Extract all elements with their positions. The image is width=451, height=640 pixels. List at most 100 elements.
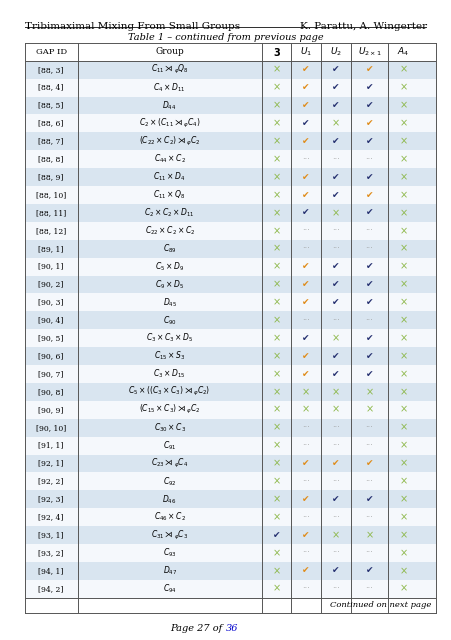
Text: ···: ···: [365, 441, 373, 450]
Text: [88, 5]: [88, 5]: [38, 102, 64, 109]
Text: ×: ×: [398, 280, 406, 289]
Text: $C_{11} \times Q_8$: $C_{11} \times Q_8$: [153, 189, 186, 202]
Text: ✔: ✔: [302, 137, 309, 146]
Text: $C_{93}$: $C_{93}$: [162, 547, 176, 559]
Text: ×: ×: [272, 440, 280, 451]
Text: $C_{31} \rtimes_\varphi C_3$: $C_{31} \rtimes_\varphi C_3$: [151, 529, 188, 541]
Text: ×: ×: [331, 530, 339, 540]
Text: ···: ···: [302, 584, 309, 593]
Bar: [25, 419, 435, 436]
Text: $U_1$: $U_1$: [299, 45, 312, 58]
Bar: [25, 383, 435, 401]
Text: ✔: ✔: [365, 459, 373, 468]
Text: ×: ×: [398, 136, 406, 147]
Text: ✔: ✔: [302, 191, 309, 200]
Text: ···: ···: [365, 584, 373, 593]
Text: ✔: ✔: [365, 280, 373, 289]
Text: ✔: ✔: [302, 495, 309, 504]
Bar: [25, 204, 435, 222]
Text: ✔: ✔: [331, 566, 339, 575]
Text: ×: ×: [398, 208, 406, 218]
Text: [90, 3]: [90, 3]: [38, 298, 64, 307]
Text: $C_{11} \rtimes_\varphi Q_8$: $C_{11} \rtimes_\varphi Q_8$: [150, 63, 188, 76]
Text: ×: ×: [272, 262, 280, 271]
Text: [88, 12]: [88, 12]: [36, 227, 66, 235]
Bar: [25, 79, 435, 97]
Text: ✔: ✔: [302, 531, 309, 540]
Text: ✔: ✔: [331, 495, 339, 504]
Text: ×: ×: [398, 423, 406, 433]
Text: $C_{15} \times S_3$: $C_{15} \times S_3$: [153, 350, 185, 362]
Text: ✔: ✔: [272, 531, 280, 540]
Text: ×: ×: [398, 440, 406, 451]
Text: ✔: ✔: [331, 351, 339, 360]
Text: $(C_{22} \times C_2) \rtimes_\varphi C_2$: $(C_{22} \times C_2) \rtimes_\varphi C_2…: [138, 135, 200, 148]
Text: $C_{44} \times C_2$: $C_{44} \times C_2$: [153, 153, 185, 166]
Text: [94, 1]: [94, 1]: [38, 567, 64, 575]
Text: [90, 2]: [90, 2]: [38, 280, 64, 289]
Text: ×: ×: [272, 566, 280, 576]
Text: ✔: ✔: [302, 65, 309, 74]
Text: $D_{46}$: $D_{46}$: [162, 493, 176, 506]
Text: ×: ×: [272, 369, 280, 379]
Bar: [25, 186, 435, 204]
Text: $C_9 \times D_5$: $C_9 \times D_5$: [155, 278, 184, 291]
Text: ✔: ✔: [331, 459, 339, 468]
Text: ···: ···: [331, 155, 339, 164]
Text: $C_{23} \rtimes_\varphi C_4$: $C_{23} \rtimes_\varphi C_4$: [151, 457, 188, 470]
Text: $C_2 \times C_2 \times D_{11}$: $C_2 \times C_2 \times D_{11}$: [144, 207, 195, 219]
Text: ✔: ✔: [302, 119, 309, 128]
Bar: [25, 329, 435, 347]
Text: ···: ···: [302, 548, 309, 557]
Bar: [25, 436, 435, 454]
Text: [90, 4]: [90, 4]: [38, 316, 64, 324]
Text: [92, 2]: [92, 2]: [38, 477, 64, 485]
Text: $C_{90}$: $C_{90}$: [162, 314, 176, 326]
Text: ×: ×: [272, 476, 280, 486]
Text: Table 1 – continued from previous page: Table 1 – continued from previous page: [128, 33, 323, 42]
Text: [90, 1]: [90, 1]: [38, 262, 64, 271]
Text: $C_{46} \times C_2$: $C_{46} \times C_2$: [153, 511, 185, 524]
Text: $\mathbf{3}$: $\mathbf{3}$: [272, 46, 280, 58]
Text: ×: ×: [272, 244, 280, 253]
Bar: [25, 598, 435, 613]
Text: Group: Group: [155, 47, 184, 56]
Text: ✔: ✔: [302, 298, 309, 307]
Text: $A_4$: $A_4$: [396, 45, 409, 58]
Text: ×: ×: [272, 298, 280, 307]
Text: ×: ×: [272, 458, 280, 468]
Text: ×: ×: [272, 280, 280, 289]
Text: ✔: ✔: [302, 459, 309, 468]
Text: ×: ×: [398, 530, 406, 540]
Text: $C_{94}$: $C_{94}$: [162, 582, 176, 595]
Text: ✔: ✔: [302, 101, 309, 110]
Text: ×: ×: [331, 387, 339, 397]
Text: [88, 10]: [88, 10]: [36, 191, 66, 199]
Text: ×: ×: [331, 118, 339, 129]
Text: ✔: ✔: [331, 65, 339, 74]
Text: ×: ×: [272, 190, 280, 200]
Text: ✔: ✔: [302, 173, 309, 182]
Bar: [25, 365, 435, 383]
Text: ···: ···: [302, 155, 309, 164]
Text: $C_{30} \times C_3$: $C_{30} \times C_3$: [153, 422, 185, 434]
Text: ×: ×: [272, 172, 280, 182]
Bar: [25, 258, 435, 276]
Bar: [25, 490, 435, 508]
Text: ✔: ✔: [302, 566, 309, 575]
Text: [92, 4]: [92, 4]: [38, 513, 64, 521]
Text: [90, 5]: [90, 5]: [38, 334, 64, 342]
Text: ✔: ✔: [365, 83, 373, 92]
Bar: [25, 508, 435, 526]
Bar: [25, 562, 435, 580]
Text: ×: ×: [398, 154, 406, 164]
Text: ✔: ✔: [365, 191, 373, 200]
Text: $C_3 \times D_{15}$: $C_3 \times D_{15}$: [153, 368, 185, 380]
Text: ✔: ✔: [365, 209, 373, 218]
Text: ···: ···: [365, 423, 373, 432]
Text: ···: ···: [331, 477, 339, 486]
Bar: [25, 222, 435, 240]
Text: ×: ×: [398, 190, 406, 200]
Text: ×: ×: [365, 530, 373, 540]
Text: ···: ···: [302, 477, 309, 486]
